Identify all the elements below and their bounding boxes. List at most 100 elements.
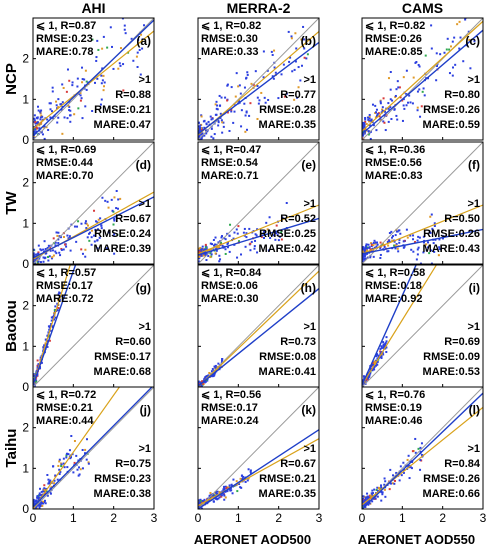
data-point <box>203 248 206 251</box>
data-point <box>433 250 436 253</box>
data-point <box>422 235 425 238</box>
data-point <box>33 261 35 264</box>
data-point <box>370 244 373 247</box>
data-point <box>384 129 387 132</box>
data-point <box>375 488 378 491</box>
panel-frame <box>361 17 484 141</box>
stat-low-r: ⩽ 1, R=0.82 <box>365 20 425 32</box>
data-point <box>35 253 38 256</box>
data-point <box>37 260 40 263</box>
data-point <box>66 234 69 237</box>
data-point <box>382 353 385 356</box>
stat-low-r: ⩽ 1, R=0.69 <box>36 144 96 156</box>
data-point <box>93 240 96 243</box>
data-point <box>364 120 367 123</box>
data-point <box>364 499 367 502</box>
data-point <box>370 245 373 248</box>
panel-frame <box>197 386 320 510</box>
fit-line-low <box>33 30 154 130</box>
data-point <box>245 232 248 235</box>
data-point <box>57 299 60 302</box>
data-point <box>51 90 54 93</box>
data-point <box>426 246 429 249</box>
data-point <box>384 342 387 345</box>
data-point <box>34 122 37 125</box>
data-point <box>373 488 376 491</box>
data-point <box>366 249 369 252</box>
stat-high-rmse: RMSE:0.17 <box>94 351 151 363</box>
data-point <box>399 96 402 99</box>
data-point <box>205 259 208 262</box>
data-point <box>210 118 213 121</box>
data-point <box>417 447 420 450</box>
data-point <box>365 496 368 499</box>
data-point <box>293 98 296 101</box>
data-point <box>96 39 99 42</box>
data-point <box>363 121 366 124</box>
data-point <box>62 462 65 465</box>
data-point <box>382 346 385 349</box>
data-point <box>36 495 39 498</box>
stat-low-r: ⩽ 1, R=0.58 <box>365 267 425 279</box>
data-point <box>141 38 144 41</box>
stat-high-gt: >1 <box>303 321 316 333</box>
data-point <box>306 53 309 56</box>
data-point <box>211 243 214 246</box>
data-point <box>381 108 384 111</box>
stat-high-gt: >1 <box>303 198 316 210</box>
data-point <box>430 24 433 27</box>
data-point <box>226 246 229 249</box>
data-point <box>375 111 378 114</box>
data-point <box>217 497 220 500</box>
data-point <box>33 502 36 505</box>
data-point <box>391 235 394 238</box>
data-point <box>246 71 249 74</box>
data-point <box>57 116 60 119</box>
data-point <box>410 467 413 470</box>
data-point <box>416 248 419 251</box>
data-point <box>53 318 56 321</box>
y-tick-label: 2 <box>22 176 29 190</box>
y-tick-label: 2 <box>22 421 29 435</box>
data-point <box>210 248 213 251</box>
data-point <box>86 224 89 227</box>
data-point <box>368 373 371 376</box>
data-point <box>367 133 370 136</box>
data-point <box>53 482 56 485</box>
stat-low-mare: MARE:0.44 <box>36 415 94 427</box>
data-point <box>401 119 404 122</box>
data-point <box>40 130 43 133</box>
data-point <box>218 260 221 263</box>
x-tick-label: 3 <box>480 511 487 525</box>
data-point <box>75 240 78 243</box>
data-point <box>362 250 364 253</box>
data-point <box>84 105 87 108</box>
data-point <box>60 103 63 106</box>
data-point <box>363 257 366 260</box>
data-point <box>395 114 398 117</box>
data-point <box>111 45 114 48</box>
data-point <box>136 65 139 68</box>
data-point <box>226 241 229 244</box>
data-point <box>432 242 435 245</box>
data-point <box>371 247 374 250</box>
data-point <box>212 500 215 503</box>
data-point <box>438 248 441 251</box>
data-point <box>47 255 50 258</box>
data-point <box>249 469 252 472</box>
data-point <box>78 466 81 469</box>
data-point <box>422 241 425 244</box>
data-point <box>56 121 59 124</box>
data-point <box>380 499 383 502</box>
data-point <box>66 68 69 71</box>
data-point <box>64 243 67 246</box>
data-point <box>370 118 373 121</box>
data-point <box>205 132 208 135</box>
data-point <box>419 459 422 462</box>
one-to-one-line <box>33 265 154 387</box>
data-point <box>216 368 219 371</box>
data-point <box>396 118 399 121</box>
data-point <box>240 109 243 112</box>
data-point <box>198 382 200 385</box>
data-point <box>223 485 226 488</box>
